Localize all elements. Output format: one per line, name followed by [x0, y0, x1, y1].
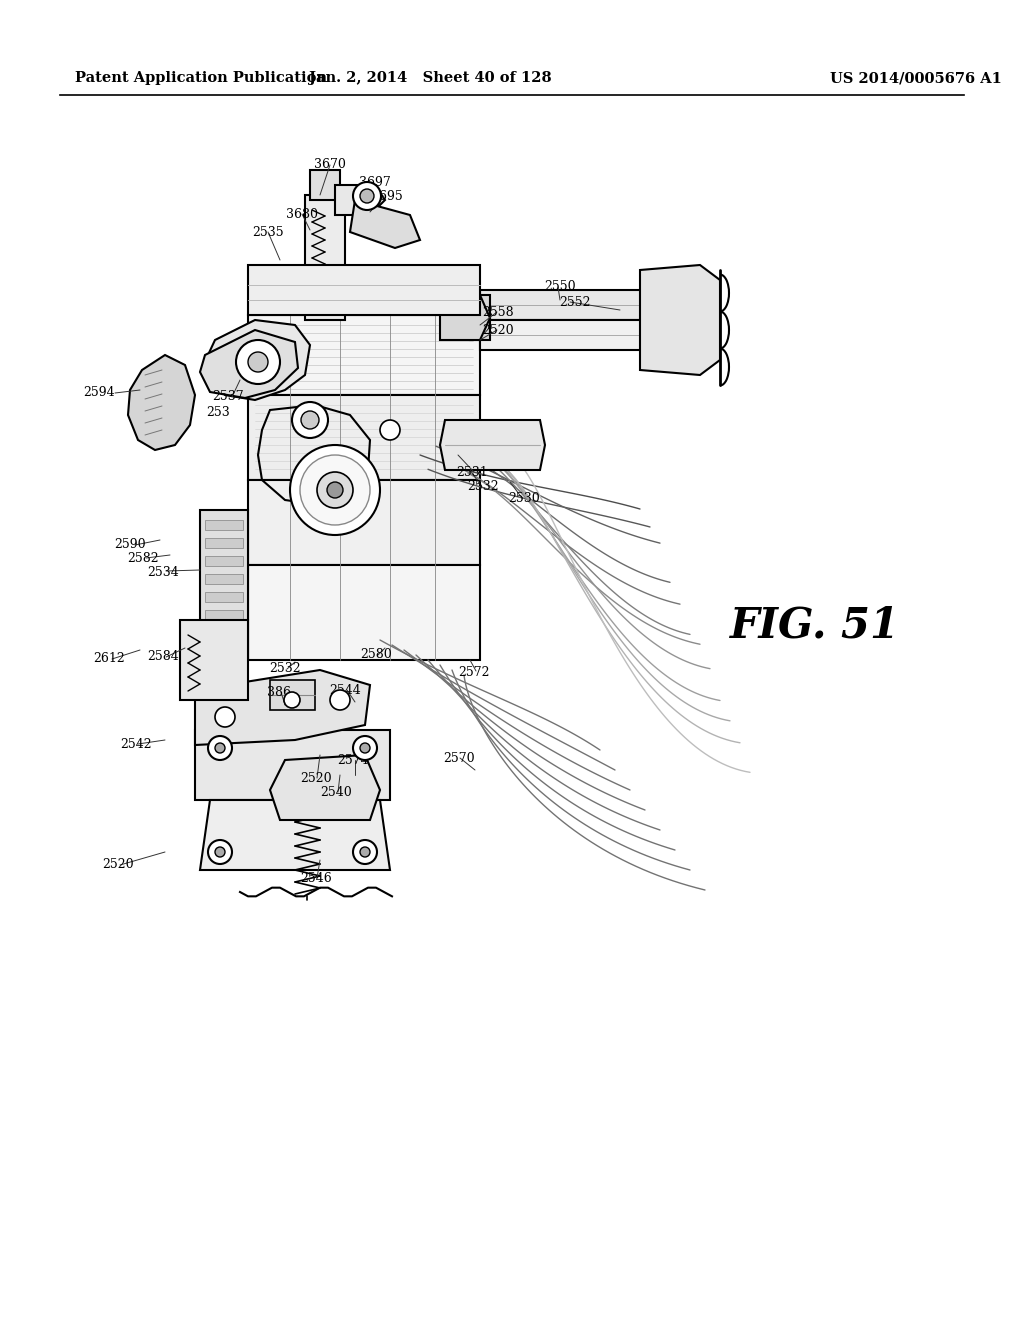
Circle shape: [301, 411, 319, 429]
Circle shape: [360, 189, 374, 203]
Circle shape: [317, 473, 353, 508]
Text: 2546: 2546: [300, 871, 332, 884]
Circle shape: [208, 840, 232, 865]
Circle shape: [215, 708, 234, 727]
Text: 3695: 3695: [371, 190, 402, 202]
Text: 2532: 2532: [467, 480, 499, 494]
Polygon shape: [208, 319, 310, 400]
Circle shape: [248, 352, 268, 372]
Polygon shape: [248, 265, 480, 315]
Text: 3670: 3670: [314, 158, 346, 172]
Text: 2570: 2570: [443, 751, 475, 764]
Polygon shape: [205, 520, 243, 531]
Polygon shape: [205, 645, 243, 656]
Circle shape: [360, 847, 370, 857]
Polygon shape: [248, 395, 480, 480]
Polygon shape: [195, 671, 370, 744]
Polygon shape: [470, 294, 490, 341]
Polygon shape: [200, 330, 298, 399]
Polygon shape: [310, 170, 340, 201]
Text: 2520: 2520: [482, 323, 514, 337]
Circle shape: [300, 455, 370, 525]
Polygon shape: [440, 294, 490, 341]
Text: 2532: 2532: [269, 663, 301, 676]
Polygon shape: [480, 319, 650, 350]
Polygon shape: [440, 420, 545, 470]
Text: 2584: 2584: [147, 651, 179, 664]
Polygon shape: [335, 185, 385, 215]
Text: 2558: 2558: [482, 306, 514, 319]
Text: Jan. 2, 2014   Sheet 40 of 128: Jan. 2, 2014 Sheet 40 of 128: [308, 71, 551, 84]
Text: FIG. 51: FIG. 51: [730, 605, 900, 645]
Polygon shape: [270, 755, 380, 820]
Circle shape: [353, 840, 377, 865]
Circle shape: [360, 743, 370, 752]
Circle shape: [353, 182, 381, 210]
Text: 2552: 2552: [559, 296, 591, 309]
Polygon shape: [248, 315, 480, 395]
Circle shape: [215, 743, 225, 752]
Text: 2572: 2572: [459, 665, 489, 678]
Polygon shape: [205, 574, 243, 583]
Circle shape: [208, 737, 232, 760]
Text: 3680: 3680: [286, 209, 318, 222]
Polygon shape: [640, 265, 720, 375]
Circle shape: [330, 690, 350, 710]
Text: 2612: 2612: [93, 652, 125, 665]
Text: 2520: 2520: [102, 858, 134, 871]
Text: 2542: 2542: [120, 738, 152, 751]
Polygon shape: [200, 800, 390, 870]
Text: 2582: 2582: [127, 552, 159, 565]
Polygon shape: [205, 628, 243, 638]
Text: 2590: 2590: [115, 539, 145, 552]
Text: 2530: 2530: [508, 491, 540, 504]
Text: 386: 386: [267, 686, 291, 700]
Circle shape: [284, 692, 300, 708]
Text: 2540: 2540: [321, 787, 352, 800]
Text: 2550: 2550: [544, 281, 575, 293]
Text: 2544: 2544: [329, 684, 360, 697]
Polygon shape: [480, 290, 650, 319]
Circle shape: [353, 737, 377, 760]
Circle shape: [327, 482, 343, 498]
Text: 253: 253: [206, 405, 229, 418]
Text: 2580: 2580: [360, 648, 392, 661]
Polygon shape: [350, 201, 420, 248]
Polygon shape: [270, 680, 315, 710]
Text: Patent Application Publication: Patent Application Publication: [75, 71, 327, 84]
Circle shape: [380, 420, 400, 440]
Circle shape: [215, 847, 225, 857]
Text: US 2014/0005676 A1: US 2014/0005676 A1: [830, 71, 1001, 84]
Polygon shape: [205, 556, 243, 566]
Polygon shape: [248, 480, 480, 565]
Polygon shape: [205, 539, 243, 548]
Text: 2574: 2574: [337, 754, 369, 767]
Text: 2537: 2537: [212, 391, 244, 404]
Circle shape: [292, 403, 328, 438]
Polygon shape: [200, 510, 248, 660]
Polygon shape: [248, 565, 480, 660]
Circle shape: [236, 341, 280, 384]
Polygon shape: [305, 195, 345, 319]
Text: 2531: 2531: [456, 466, 487, 479]
Polygon shape: [195, 730, 390, 800]
Text: 2535: 2535: [252, 226, 284, 239]
Text: 2534: 2534: [147, 565, 179, 578]
Circle shape: [290, 445, 380, 535]
Polygon shape: [128, 355, 195, 450]
Text: 3697: 3697: [359, 177, 391, 190]
Polygon shape: [205, 610, 243, 620]
Text: 2594: 2594: [83, 387, 115, 400]
Text: 2520: 2520: [300, 771, 332, 784]
Polygon shape: [205, 591, 243, 602]
Polygon shape: [180, 620, 248, 700]
